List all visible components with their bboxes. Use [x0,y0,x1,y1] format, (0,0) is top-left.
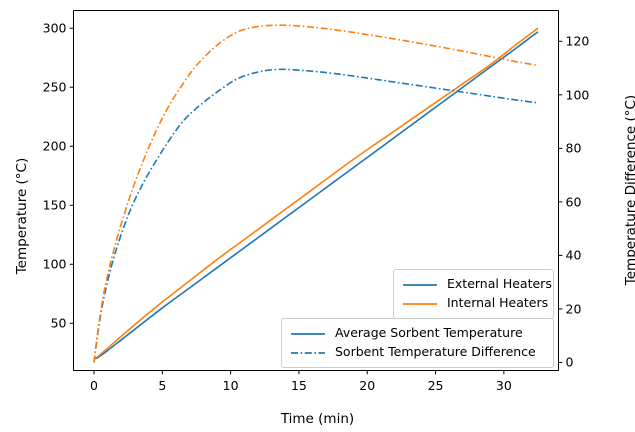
y-tick-label-right: 20 [565,301,582,317]
legend-label: External Heaters [447,276,552,292]
series-line [93,68,539,363]
legend-label: Sorbent Temperature Difference [335,344,536,360]
y-tick-label-left: 250 [42,79,67,95]
legend-label: Internal Heaters [447,295,549,311]
solid-line-icon [291,332,325,335]
y-tick-label-right: 0 [565,354,574,370]
x-tick-label: 30 [495,377,512,393]
y-axis-title-right: Temperature Difference (°C) [623,94,635,286]
x-tick-label: 25 [427,377,444,393]
series-line [93,31,539,360]
y-tick-label-right: 60 [565,194,582,210]
legend-label: Average Sorbent Temperature [335,325,523,341]
y-tick-label-right: 80 [565,140,582,156]
legend-entry[interactable]: Sorbent Temperature Difference [290,343,545,362]
y-tick-label-right: 40 [565,247,582,263]
y-axis-title-left: Temperature (°C) [14,157,30,275]
legend-entry[interactable]: Internal Heaters [402,294,549,313]
series-line [93,24,539,363]
x-axis-title: Time (min) [280,411,355,427]
y-tick-label-right: 100 [565,87,590,103]
x-tick-label: 5 [158,377,167,393]
y-tick-label-left: 300 [42,20,67,36]
y-tick-label-left: 100 [42,256,67,272]
legend-entry[interactable]: Average Sorbent Temperature [290,324,545,343]
y-tick-label-right: 120 [565,33,590,49]
y-tick-label-left: 200 [42,138,67,154]
x-tick-label: 20 [359,377,376,393]
series-line [93,27,539,360]
solid-line-icon [403,302,437,305]
dashdot-line-icon [291,351,325,354]
y-tick-label-left: 50 [50,315,67,331]
heater-legend[interactable]: External Heaters Internal Heaters [393,269,554,319]
x-tick-label: 0 [90,377,98,393]
y-tick-label-left: 150 [42,197,67,213]
x-tick-label: 10 [222,377,239,393]
sorbent-legend[interactable]: Average Sorbent Temperature Sorbent Tempe… [281,318,554,368]
x-tick-label: 15 [290,377,307,393]
solid-line-icon [403,283,437,286]
legend-entry[interactable]: External Heaters [402,275,552,294]
